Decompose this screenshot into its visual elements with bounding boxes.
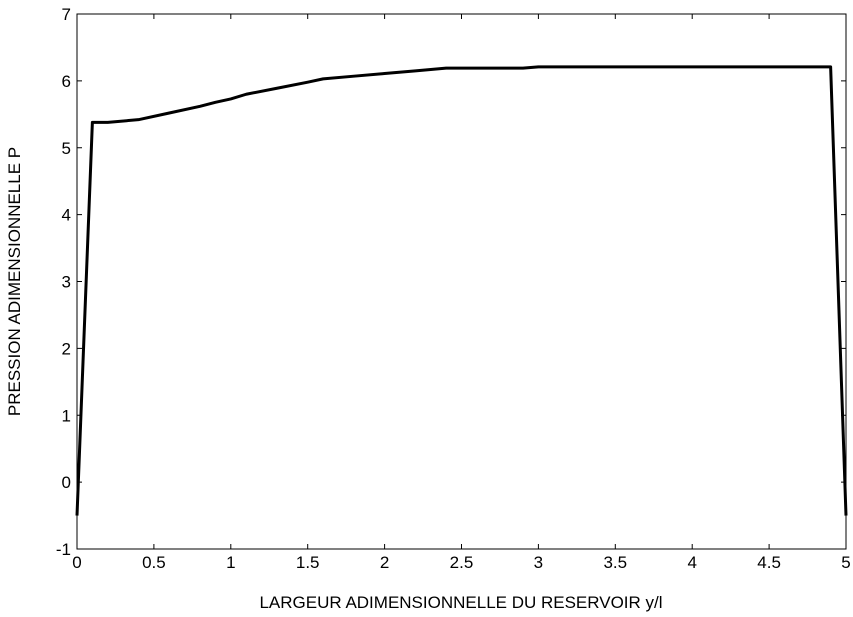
plot-frame (76, 13, 847, 550)
x-axis-label: LARGEUR ADIMENSIONNELLE DU RESERVOIR y/l (259, 593, 662, 612)
y-tick-label: 7 (62, 5, 71, 24)
y-tick-label: 4 (62, 206, 71, 225)
x-tick-label: 2.5 (450, 553, 474, 572)
x-tick-label: 2 (380, 553, 389, 572)
y-tick-label: 5 (62, 139, 71, 158)
x-tick-label: 4 (687, 553, 696, 572)
x-tick-label: 0.5 (142, 553, 166, 572)
x-tick-label: 5 (841, 553, 850, 572)
x-tick-label: 0 (72, 553, 81, 572)
series-line (75, 65, 848, 516)
y-tick-label: 0 (62, 473, 71, 492)
x-tick-label: 1.5 (296, 553, 320, 572)
x-tick-label: 3.5 (603, 553, 627, 572)
x-tick-label: 4.5 (757, 553, 781, 572)
x-tick-label: 1 (226, 553, 235, 572)
plot-series (75, 65, 848, 516)
y-tick-label: 6 (62, 72, 71, 91)
y-tick-label: 3 (62, 273, 71, 292)
y-tick-label: -1 (56, 540, 71, 559)
y-tick-label: 1 (62, 406, 71, 425)
x-tick-label: 3 (534, 553, 543, 572)
y-tick-label: 2 (62, 339, 71, 358)
y-axis-label: PRESSION ADIMENSIONNELLE P (5, 147, 24, 416)
